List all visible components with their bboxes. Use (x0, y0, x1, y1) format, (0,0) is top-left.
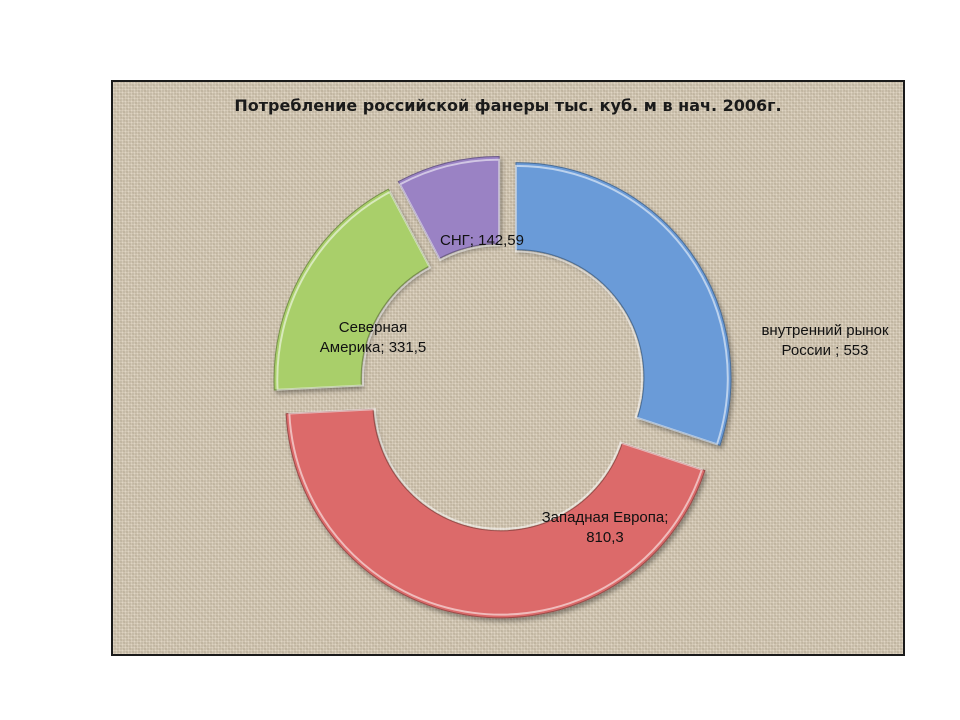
data-label-line: России ; 553 (782, 342, 869, 359)
slice-group-северная-америка (273, 188, 432, 391)
chart-title: Потребление российской фанеры тыс. куб. … (234, 96, 782, 115)
slice-group-западная-европа (285, 408, 706, 619)
data-label-западная-европа: Западная Европа; 810,3 (542, 509, 669, 546)
slice-западная-европа (285, 408, 706, 619)
slice-внутренний-рынок-россии (515, 162, 732, 446)
data-label-line: 810,3 (586, 529, 624, 546)
chart-area: Потребление российской фанеры тыс. куб. … (111, 80, 905, 656)
data-label-line: внутренний рынок (761, 322, 889, 339)
slices-layer (273, 155, 732, 619)
slice-highlight-западная-европа (288, 408, 704, 616)
data-label-line: СНГ; 142,59 (440, 232, 524, 249)
labels-layer: внутренний рынок России ; 553 Западная Евр… (320, 232, 889, 546)
data-label-снг: СНГ; 142,59 (440, 232, 524, 249)
slice-highlight-северная-америка (276, 190, 432, 391)
doughnut-chart: внутренний рынок России ; 553 Западная Евр… (273, 155, 889, 619)
slice-group-внутренний-рынок-россии (514, 162, 732, 446)
data-label-line: Западная Европа; (542, 509, 669, 526)
data-label-северная-америка: Северная Америка; 331,5 (320, 319, 427, 356)
slice-highlight-снг (398, 158, 501, 262)
slice-highlight-внутренний-рынок-россии (514, 164, 729, 446)
slice-снг (397, 155, 500, 260)
data-label-line: Северная (339, 319, 407, 336)
data-label-внутренний-рынок-россии: внутренний рынок России ; 553 (761, 322, 889, 359)
slice-северная-америка (273, 188, 430, 391)
data-label-line: Америка; 331,5 (320, 339, 427, 356)
slice-group-снг (397, 155, 501, 262)
